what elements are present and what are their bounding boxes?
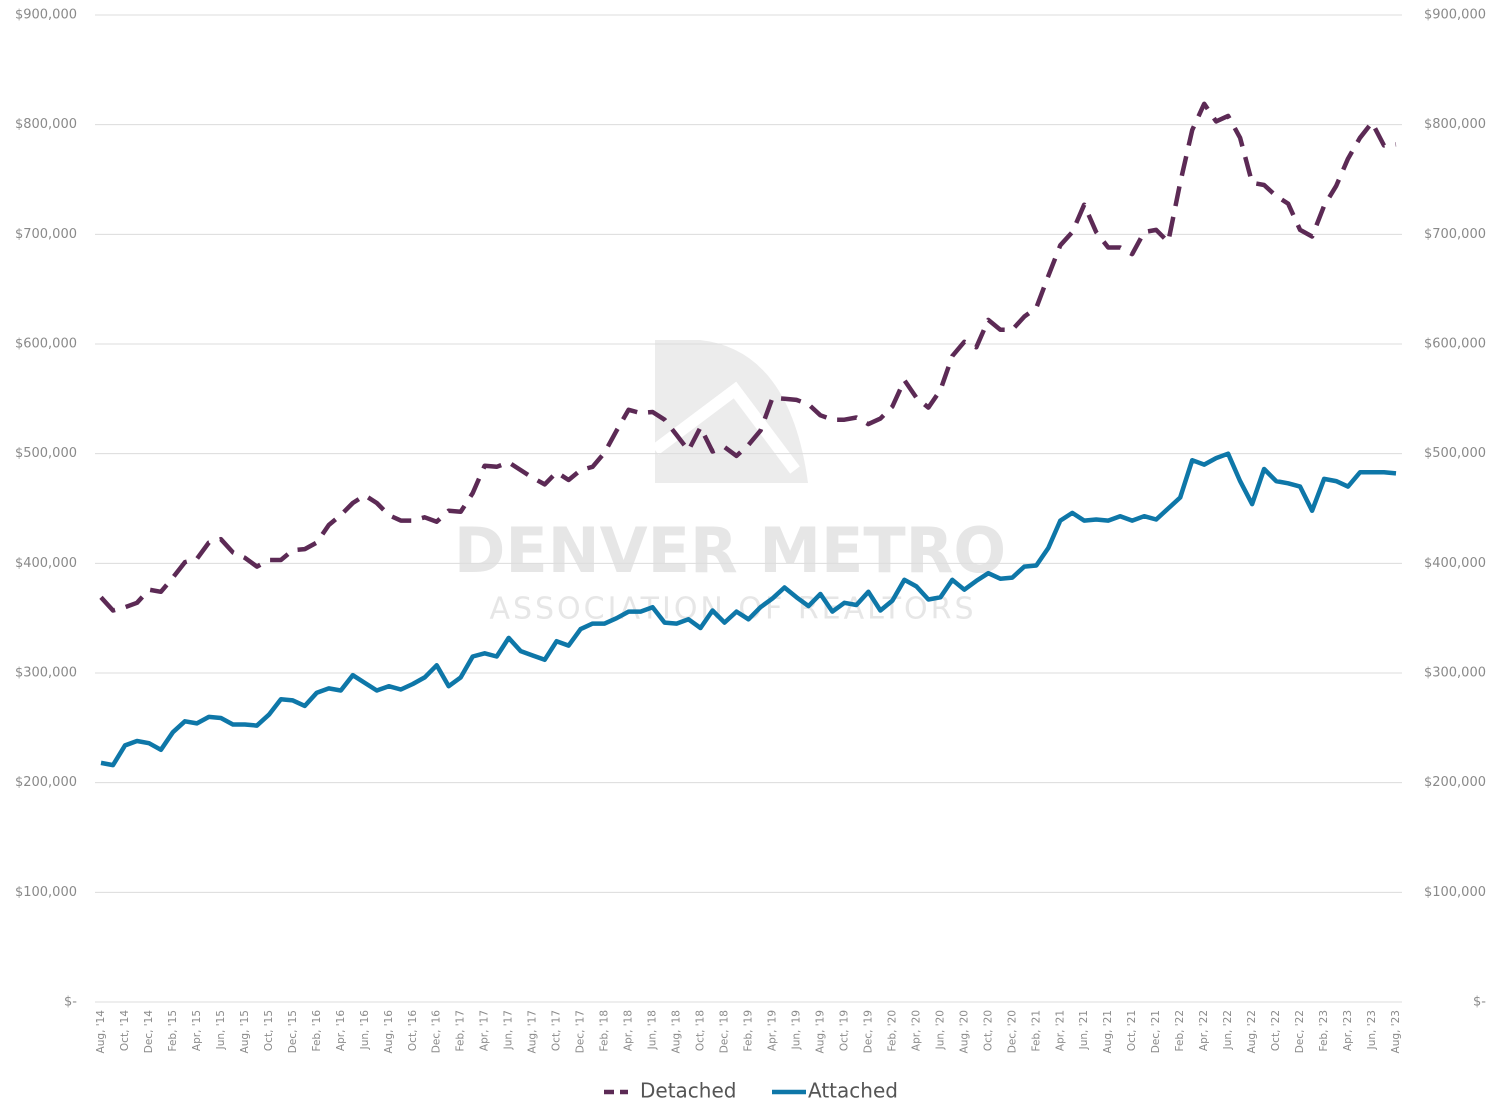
x-tick-label: Oct, '21 <box>1126 1010 1138 1051</box>
x-tick-label: Dec, '18 <box>719 1010 731 1053</box>
x-tick-label: Apr, '22 <box>1198 1010 1210 1051</box>
x-tick-label: Feb, '23 <box>1318 1010 1330 1052</box>
y2-tick-label: $700,000 <box>1424 227 1486 242</box>
x-tick-label: Apr, '17 <box>479 1010 491 1051</box>
x-tick-label: Dec, '17 <box>575 1010 587 1053</box>
x-tick-label: Aug, '23 <box>1390 1010 1402 1053</box>
x-tick-label: Feb, '17 <box>455 1010 467 1052</box>
y2-tick-label: $900,000 <box>1424 8 1486 23</box>
x-tick-label: Aug, '20 <box>958 1010 970 1053</box>
x-tick-label: Dec, '14 <box>143 1010 155 1054</box>
x-tick-label: Dec, '21 <box>1150 1010 1162 1053</box>
x-tick-label: Jun, '22 <box>1222 1010 1234 1050</box>
x-tick-label: Jun, '21 <box>1078 1010 1090 1050</box>
y-tick-label: $900,000 <box>15 8 77 23</box>
x-tick-label: Oct, '20 <box>982 1010 994 1051</box>
x-tick-label: Aug, '19 <box>814 1010 826 1053</box>
x-tick-label: Aug, '14 <box>95 1010 107 1054</box>
x-tick-label: Jun, '19 <box>790 1010 802 1050</box>
x-tick-label: Feb, '21 <box>1030 1010 1042 1052</box>
x-tick-label: Jun, '20 <box>934 1010 946 1050</box>
x-tick-label: Oct, '17 <box>551 1010 563 1051</box>
x-tick-label: Feb, '19 <box>743 1010 755 1052</box>
x-tick-label: Dec, '22 <box>1294 1010 1306 1053</box>
y2-tick-label: $500,000 <box>1424 446 1486 461</box>
x-tick-label: Oct, '15 <box>263 1010 275 1051</box>
y2-tick-label: $600,000 <box>1424 337 1486 352</box>
x-tick-label: Aug, '15 <box>239 1010 251 1053</box>
x-tick-label: Apr, '21 <box>1054 1010 1066 1051</box>
y2-tick-label: $100,000 <box>1424 885 1486 900</box>
x-tick-label: Feb, '15 <box>167 1010 179 1052</box>
x-tick-label: Jun, '16 <box>359 1010 371 1051</box>
y2-tick-label: $300,000 <box>1424 666 1486 681</box>
y-tick-label: $300,000 <box>15 666 77 681</box>
x-tick-label: Aug, '16 <box>383 1010 395 1054</box>
x-tick-label: Dec, '19 <box>862 1010 874 1053</box>
y-tick-label: $400,000 <box>15 556 77 571</box>
x-tick-label: Jun, '15 <box>215 1010 227 1050</box>
x-tick-label: Feb, '20 <box>886 1010 898 1052</box>
watermark-logo-roof <box>651 381 800 474</box>
x-tick-label: Oct, '19 <box>838 1010 850 1051</box>
x-tick-label: Apr, '19 <box>766 1010 778 1051</box>
x-tick-label: Apr, '15 <box>191 1010 203 1051</box>
x-tick-label: Jun, '23 <box>1366 1010 1378 1050</box>
x-tick-label: Apr, '23 <box>1342 1010 1354 1051</box>
y2-tick-label: $200,000 <box>1424 775 1486 790</box>
x-tick-label: Aug, '22 <box>1246 1010 1258 1053</box>
series-line <box>100 451 1397 768</box>
watermark-subtitle: ASSOCIATION OF REALTORS <box>489 592 976 627</box>
y-tick-label: $500,000 <box>15 446 77 461</box>
y-tick-label: $700,000 <box>15 227 77 242</box>
x-tick-label: Feb, '16 <box>311 1010 323 1052</box>
x-tick-label: Apr, '18 <box>623 1010 635 1051</box>
x-tick-label: Feb, '18 <box>599 1010 611 1052</box>
x-tick-label: Dec, '15 <box>287 1010 299 1053</box>
watermark-title: DENVER METRO <box>454 514 1006 587</box>
x-tick-label: Aug, '21 <box>1102 1010 1114 1053</box>
x-tick-label: Jun, '17 <box>503 1010 515 1050</box>
legend-label: Attached <box>808 1079 898 1103</box>
x-tick-label: Apr, '20 <box>910 1010 922 1051</box>
x-tick-label: Oct, '18 <box>695 1010 707 1051</box>
y2-tick-label: $400,000 <box>1424 556 1486 571</box>
watermark-logo <box>655 340 808 483</box>
x-tick-label: Apr, '16 <box>335 1010 347 1051</box>
legend-label: Detached <box>640 1079 736 1103</box>
x-tick-label: Dec, '16 <box>431 1010 443 1054</box>
x-tick-label: Oct, '16 <box>407 1010 419 1051</box>
x-tick-label: Jun, '18 <box>647 1010 659 1050</box>
x-tick-label: Oct, '14 <box>119 1010 131 1051</box>
x-tick-label: Aug, '17 <box>527 1010 539 1053</box>
x-tick-label: Aug, '18 <box>671 1010 683 1053</box>
y-tick-label: $600,000 <box>15 337 77 352</box>
y-tick-label: $- <box>64 995 77 1010</box>
x-tick-label: Oct, '22 <box>1270 1010 1282 1051</box>
y2-tick-label: $- <box>1473 995 1486 1010</box>
y-tick-label: $200,000 <box>15 775 77 790</box>
x-tick-label: Feb, '22 <box>1174 1010 1186 1052</box>
y-tick-label: $800,000 <box>15 117 77 132</box>
y-tick-label: $100,000 <box>15 885 77 900</box>
y2-tick-label: $800,000 <box>1424 117 1486 132</box>
x-tick-label: Dec, '20 <box>1006 1010 1018 1053</box>
watermark: DENVER METRO ASSOCIATION OF REALTORS <box>454 340 1006 627</box>
